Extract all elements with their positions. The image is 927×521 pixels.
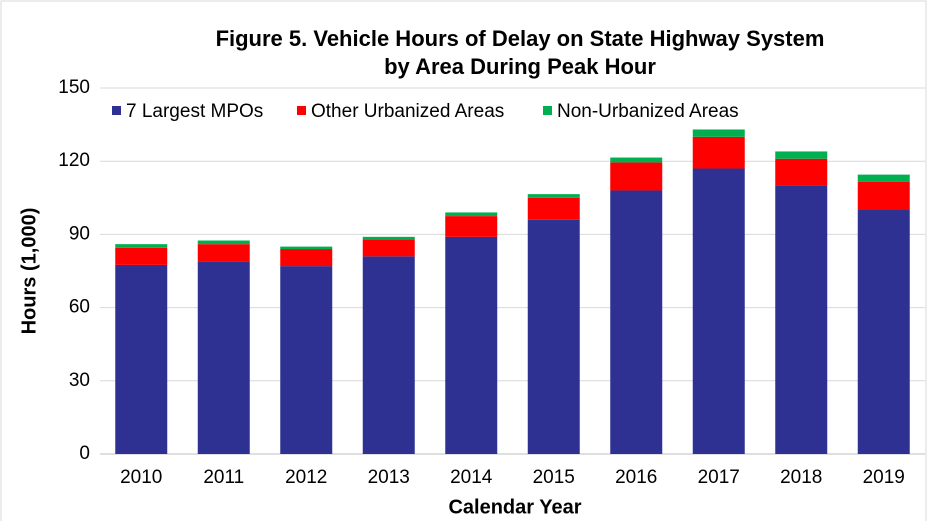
y-tick-label: 30: [69, 370, 90, 391]
bar-segment: [197, 244, 250, 262]
bar-segment: [527, 197, 580, 220]
bar-segment: [775, 185, 828, 454]
x-tick-label: 2018: [780, 467, 822, 488]
bar-segment: [445, 236, 498, 454]
bar-segment: [610, 162, 663, 191]
x-tick-label: 2016: [615, 467, 657, 488]
bar-segment: [610, 157, 663, 163]
bar-segment: [362, 256, 415, 454]
bar-segment: [280, 249, 333, 267]
legend-swatch: [297, 106, 306, 115]
bar-segment: [692, 129, 745, 137]
x-tick-label: 2010: [120, 467, 162, 488]
x-tick-label: 2012: [285, 467, 327, 488]
bar-segment: [775, 151, 828, 159]
y-tick-label: 0: [79, 443, 90, 464]
x-tick-label: 2015: [533, 467, 575, 488]
x-tick-label: 2013: [368, 467, 410, 488]
legend-label: 7 Largest MPOs: [126, 101, 263, 122]
y-tick-label: 60: [69, 297, 90, 318]
bar-segment: [362, 239, 415, 257]
y-tick-label: 150: [58, 77, 90, 98]
x-tick-label: 2011: [203, 467, 244, 488]
y-tick-label: 120: [58, 150, 90, 171]
bar-segment: [115, 264, 168, 454]
bar-segment: [115, 244, 168, 248]
bar-segment: [527, 194, 580, 198]
bar-segment: [857, 181, 910, 210]
bar-segment: [197, 261, 250, 454]
y-axis-title: Hours (1,000): [18, 208, 40, 335]
bar-segment: [362, 236, 415, 240]
bar-segment: [692, 136, 745, 169]
bar-segment: [857, 174, 910, 182]
bar-segment: [692, 168, 745, 454]
bar-segment: [445, 212, 498, 217]
legend-label: Non-Urbanized Areas: [557, 101, 739, 122]
legend-swatch: [543, 106, 552, 115]
chart-title: Figure 5. Vehicle Hours of Delay on Stat…: [216, 26, 825, 51]
bar-segment: [115, 247, 168, 265]
legend-label: Other Urbanized Areas: [311, 101, 504, 122]
bar-segment: [445, 216, 498, 237]
bar-segment: [775, 158, 828, 186]
bar-segment: [527, 219, 580, 454]
bar-segment: [197, 240, 250, 245]
x-tick-label: 2014: [450, 467, 493, 488]
bar-segment: [280, 266, 333, 454]
x-tick-label: 2019: [863, 467, 905, 488]
chart-title: by Area During Peak Hour: [384, 54, 656, 79]
bar-segment: [857, 210, 910, 454]
x-axis-title: Calendar Year: [448, 496, 581, 518]
bar-segment: [280, 246, 333, 250]
legend-swatch: [112, 106, 121, 115]
x-tick-label: 2017: [698, 467, 740, 488]
bar-segment: [610, 190, 663, 455]
y-tick-label: 90: [69, 223, 90, 244]
